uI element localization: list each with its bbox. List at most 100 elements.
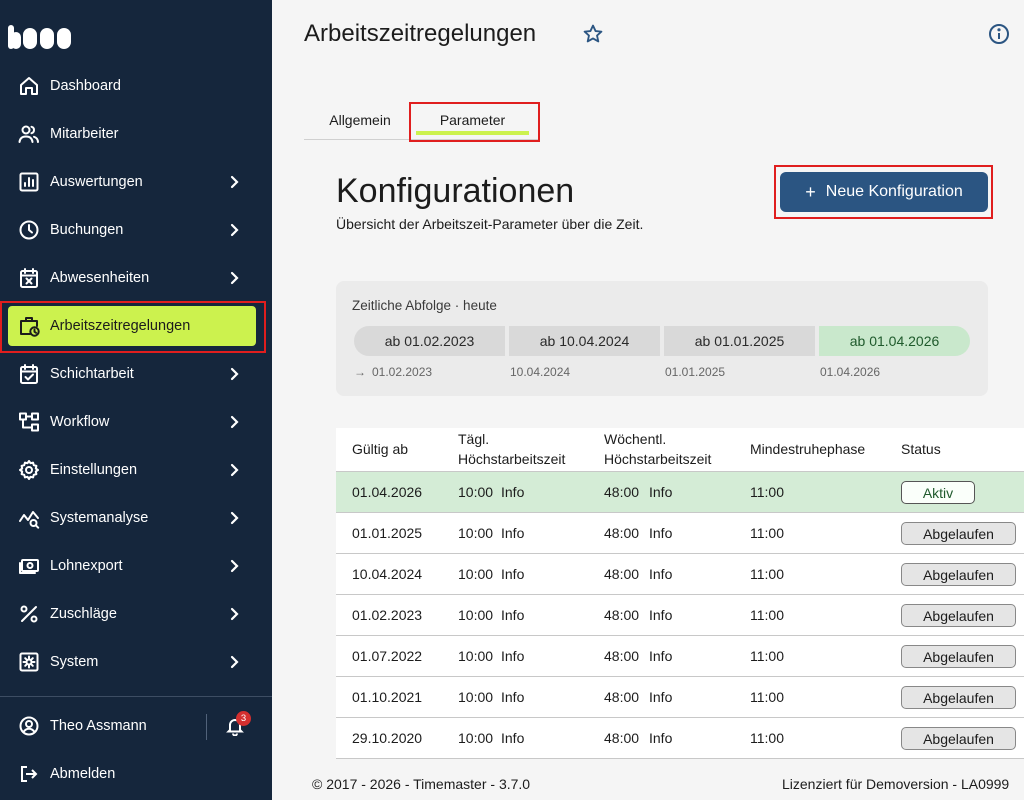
timeline-segment[interactable]: ab 10.04.2024 — [509, 326, 660, 356]
timeline-segment[interactable]: ab 01.01.2025 — [664, 326, 815, 356]
sidebar-item-lohnexport[interactable]: Lohnexport — [0, 542, 272, 590]
cell-valid-from: 29.10.2020 — [352, 730, 423, 746]
today-marker: → — [354, 365, 366, 379]
table-row[interactable]: 29.10.2020 10:00 Info 48:00 Info 11:00 Abgelau… — [336, 718, 1024, 759]
footer-copyright: © 2017 - 2026 - Timemaster - 3.7.0 — [312, 776, 531, 792]
weekly-info-link[interactable]: Info — [649, 525, 673, 541]
chevron-right-icon — [226, 366, 242, 382]
tab-allgemein[interactable]: Allgemein — [329, 112, 391, 128]
table-row[interactable]: 01.02.2023 10:00 Info 48:00 Info 11:00 Abgelau… — [336, 595, 1024, 636]
active-pill — [8, 306, 256, 346]
header-weekly-max[interactable]: Wöchentl. Höchstarbeitszeit — [604, 429, 711, 469]
table-row[interactable]: 01.01.2025 10:00 Info 48:00 Info 11:00 Abgelau… — [336, 513, 1024, 554]
info-button[interactable] — [988, 23, 1010, 50]
weekly-info-link[interactable]: Info — [649, 689, 673, 705]
tab-active-indicator — [416, 131, 529, 135]
header-daily-line1: Tägl. — [458, 431, 490, 447]
timeline-segment[interactable]: ab 01.02.2023 — [354, 326, 505, 356]
timeline-date: 10.04.2024 — [510, 365, 571, 379]
home-icon — [18, 75, 40, 97]
star-icon — [583, 24, 603, 43]
tab-parameter[interactable]: Parameter — [439, 112, 506, 128]
weekly-info-link[interactable]: Info — [649, 566, 673, 582]
sidebar-item-label: Mitarbeiter — [50, 126, 119, 142]
logout-label: Abmelden — [50, 766, 116, 782]
daily-info-link[interactable]: Info — [501, 689, 525, 705]
sidebar-item-buchungen[interactable]: Buchungen — [0, 206, 272, 254]
sidebar-item-auswertungen[interactable]: Auswertungen — [0, 158, 272, 206]
weekly-info-link[interactable]: Info — [649, 607, 673, 623]
daily-info-link[interactable]: Info — [501, 730, 525, 746]
header-daily-max[interactable]: Tägl. Höchstarbeitszeit — [458, 429, 565, 469]
timeline-panel: Zeitliche Abfolge · heute ab 01.02.2023 0… — [336, 281, 988, 396]
sidebar-item-systemanalyse[interactable]: Systemanalyse — [0, 494, 272, 542]
configurations-table: Gültig ab Tägl. Höchstarbeitszeit Wöchen… — [336, 428, 1024, 759]
tab-bar: Allgemein Parameter — [304, 100, 540, 140]
sidebar-item-arbeitszeitregelungen[interactable]: Arbeitszeitregelungen — [0, 302, 272, 350]
user-profile[interactable]: Theo Assmann — [0, 702, 272, 750]
cell-valid-from: 01.04.2026 — [352, 484, 423, 500]
table-row[interactable]: 01.04.2026 10:00 Info 48:00 Info 11:00 Aktiv — [336, 472, 1024, 513]
cell-min-rest: 11:00 — [750, 689, 784, 705]
logout-button[interactable]: Abmelden — [0, 750, 272, 798]
timemaster-logo[interactable] — [8, 24, 72, 55]
chevron-right-icon — [226, 462, 242, 478]
section-subtitle: Übersicht der Arbeitszeit-Parameter über… — [336, 216, 644, 232]
cell-daily-max: 10:00 — [458, 525, 494, 541]
header-weekly-line1: Wöchentl. — [604, 431, 667, 447]
sidebar-item-einstellungen[interactable]: Einstellungen — [0, 446, 272, 494]
status-badge: Abgelaufen — [901, 727, 1016, 750]
user-name: Theo Assmann — [50, 718, 147, 734]
sidebar-item-schichtarbeit[interactable]: Schichtarbeit — [0, 350, 272, 398]
timeline-segment[interactable]: ab 01.04.2026 — [819, 326, 970, 356]
daily-info-link[interactable]: Info — [501, 525, 525, 541]
cell-weekly-max: 48:00 — [604, 566, 640, 582]
sidebar-item-label: Auswertungen — [50, 174, 143, 190]
calendar-x-icon — [18, 267, 40, 289]
sidebar-item-mitarbeiter[interactable]: Mitarbeiter — [0, 110, 272, 158]
header-daily-line2: Höchstarbeitszeit — [458, 451, 566, 467]
header-min-rest[interactable]: Mindestruhephase — [750, 441, 866, 457]
weekly-info-link[interactable]: Info — [649, 730, 673, 746]
gear-icon — [18, 459, 40, 481]
chart-icon — [18, 171, 40, 193]
cell-min-rest: 11:00 — [750, 730, 784, 746]
cell-min-rest: 11:00 — [750, 525, 784, 541]
sidebar-item-system[interactable]: System — [0, 638, 272, 686]
header-status[interactable]: Status — [901, 441, 941, 457]
sidebar-item-zuschlaege[interactable]: Zuschläge — [0, 590, 272, 638]
cell-daily-max: 10:00 — [458, 607, 494, 623]
daily-info-link[interactable]: Info — [501, 566, 525, 582]
new-configuration-label: Neue Konfiguration — [825, 183, 963, 200]
table-row[interactable]: 01.10.2021 10:00 Info 48:00 Info 11:00 Abgelau… — [336, 677, 1024, 718]
weekly-info-link[interactable]: Info — [649, 648, 673, 664]
plus-icon: + — [805, 182, 816, 202]
status-badge: Abgelaufen — [901, 686, 1016, 709]
timeline-date: 01.01.2025 — [665, 365, 726, 379]
sidebar-item-label: Zuschläge — [50, 606, 117, 622]
header-valid-from[interactable]: Gültig ab — [352, 441, 409, 457]
cell-valid-from: 10.04.2024 — [352, 566, 423, 582]
daily-info-link[interactable]: Info — [501, 607, 525, 623]
cell-min-rest: 11:00 — [750, 484, 784, 500]
table-row[interactable]: 10.04.2024 10:00 Info 48:00 Info 11:00 Abgelau… — [336, 554, 1024, 595]
highlight-active-nav — [0, 301, 266, 353]
cell-min-rest: 11:00 — [750, 648, 784, 664]
chevron-right-icon — [226, 222, 242, 238]
briefcase-clock-icon — [18, 315, 40, 337]
weekly-info-link[interactable]: Info — [649, 484, 673, 500]
sidebar-item-workflow[interactable]: Workflow — [0, 398, 272, 446]
new-configuration-button[interactable]: + Neue Konfiguration — [780, 172, 988, 212]
sidebar-item-dashboard[interactable]: Dashboard — [0, 62, 272, 110]
sidebar-item-abwesenheiten[interactable]: Abwesenheiten — [0, 254, 272, 302]
chevron-right-icon — [226, 414, 242, 430]
clock-icon — [18, 219, 40, 241]
sidebar-item-label: Systemanalyse — [50, 510, 149, 526]
favorite-button[interactable] — [582, 23, 604, 50]
daily-info-link[interactable]: Info — [501, 648, 525, 664]
analysis-icon — [18, 507, 40, 529]
daily-info-link[interactable]: Info — [501, 484, 525, 500]
page-title: Arbeitszeitregelungen — [304, 20, 537, 47]
table-row[interactable]: 01.07.2022 10:00 Info 48:00 Info 11:00 Abgelau… — [336, 636, 1024, 677]
cell-valid-from: 01.07.2022 — [352, 648, 423, 664]
